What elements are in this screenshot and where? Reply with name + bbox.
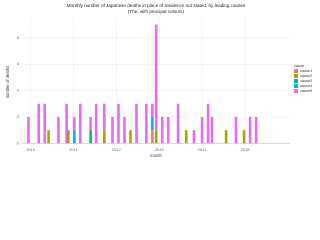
bar bbox=[184, 130, 188, 144]
x-tick-label: 2015 bbox=[241, 147, 251, 152]
bar bbox=[151, 103, 154, 117]
bar bbox=[67, 130, 70, 144]
bar bbox=[111, 116, 114, 144]
x-tick-label: 2010 bbox=[26, 147, 36, 152]
bar bbox=[117, 103, 120, 144]
bar bbox=[89, 130, 92, 144]
bar bbox=[27, 116, 30, 144]
bar bbox=[166, 116, 170, 144]
x-tick-label: 2014 bbox=[198, 147, 208, 152]
bar bbox=[160, 116, 164, 144]
y-axis-title: number of deaths bbox=[5, 66, 10, 99]
bar bbox=[200, 116, 204, 144]
bar bbox=[73, 116, 76, 131]
bar bbox=[154, 130, 158, 144]
x-tick-label: 2013 bbox=[155, 147, 165, 152]
bar bbox=[94, 103, 98, 144]
bar bbox=[57, 116, 60, 144]
bar bbox=[79, 103, 82, 144]
bar bbox=[242, 130, 246, 144]
chart-subtitle: (The, with principal colours) bbox=[128, 9, 185, 14]
bar bbox=[129, 130, 132, 144]
legend-label: cause2 bbox=[300, 74, 312, 78]
bar bbox=[103, 103, 106, 131]
bar bbox=[154, 24, 158, 131]
bar bbox=[151, 130, 154, 144]
bar bbox=[234, 116, 238, 144]
legend-swatch bbox=[294, 89, 298, 93]
legend-swatch bbox=[294, 84, 298, 88]
x-tick-label: 2011 bbox=[69, 147, 78, 152]
bar bbox=[135, 103, 138, 144]
y-tick-label: 2 bbox=[17, 114, 20, 119]
bar bbox=[43, 103, 47, 144]
bar bbox=[123, 116, 126, 144]
legend-swatch bbox=[294, 74, 298, 78]
y-tick-label: 8 bbox=[17, 35, 20, 40]
bar bbox=[176, 103, 180, 144]
bar bbox=[37, 103, 41, 144]
legend-label: cause5 bbox=[300, 89, 312, 93]
bar bbox=[254, 116, 258, 144]
legend-swatch bbox=[294, 79, 298, 83]
bar bbox=[224, 130, 228, 144]
chart-title: Monthly number of Japanese deaths in pla… bbox=[67, 3, 246, 8]
legend-label: cause1 bbox=[300, 69, 312, 73]
legend-title: cause bbox=[294, 64, 304, 68]
y-tick-label: 0 bbox=[17, 140, 20, 145]
y-tick-label: 4 bbox=[17, 88, 20, 93]
bar bbox=[89, 116, 92, 131]
bar bbox=[206, 103, 210, 144]
x-axis-title: month bbox=[150, 153, 162, 158]
bar bbox=[73, 130, 76, 144]
bar bbox=[145, 103, 148, 144]
legend-swatch bbox=[294, 69, 298, 73]
bar bbox=[47, 130, 50, 144]
bar bbox=[192, 130, 196, 144]
bar bbox=[151, 116, 154, 131]
legend-label: cause4 bbox=[300, 84, 312, 88]
y-tick-label: 6 bbox=[17, 61, 20, 66]
chart: Monthly number of Japanese deaths in pla… bbox=[5, 3, 312, 158]
bar bbox=[65, 103, 68, 144]
bar bbox=[210, 116, 214, 144]
bar bbox=[103, 130, 106, 144]
x-tick-label: 2012 bbox=[112, 147, 122, 152]
legend-label: cause3 bbox=[300, 79, 312, 83]
bar bbox=[248, 116, 252, 144]
